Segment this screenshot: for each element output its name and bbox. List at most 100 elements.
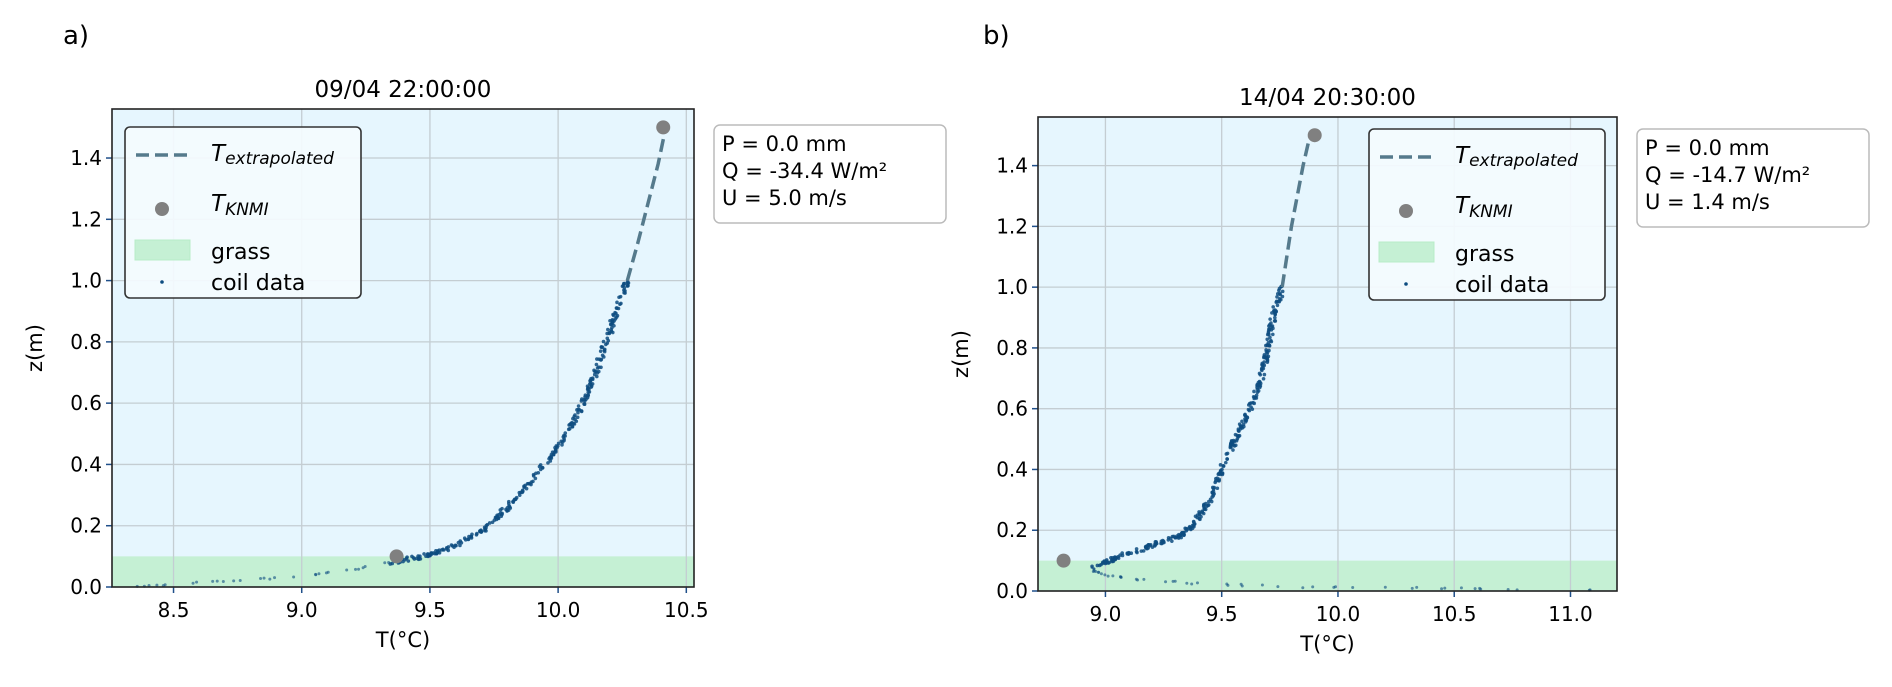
- coil-data-point: [559, 439, 564, 444]
- info-box: P = 0.0 mm Q = -34.4 W/m² U = 5.0 m/s: [713, 124, 947, 224]
- y-tick-label: 0.0: [996, 579, 1028, 603]
- coil-data-point: [1269, 328, 1274, 332]
- coil-data-point: [512, 498, 516, 502]
- coil-data-point: [474, 532, 479, 537]
- panel-b: b) 14/04 20:30:00 9.0 9.5 10.0 10.5 11.0 0.0 0.2…: [949, 21, 1870, 656]
- coil-data-point: [445, 547, 449, 551]
- coil-data-point: [1262, 355, 1266, 360]
- x-tick-label: 10.0: [536, 598, 581, 622]
- plot-frame: [111, 108, 695, 588]
- legend-grass-swatch: [1378, 241, 1435, 263]
- coil-data-point: [416, 554, 420, 558]
- coil-data-point: [450, 544, 455, 548]
- coil-data-point: [529, 480, 534, 484]
- coil-data-point: [614, 306, 619, 310]
- coil-data-point: [1141, 549, 1146, 553]
- coil-data-point: [1473, 587, 1477, 591]
- coil-data-point: [1153, 540, 1158, 544]
- x-tick-label: 10.5: [1432, 602, 1477, 626]
- coil-data-point: [1249, 401, 1253, 405]
- coil-data-point: [1170, 539, 1174, 543]
- coil-data-point: [1247, 408, 1252, 413]
- coil-data-point: [1119, 575, 1123, 579]
- coil-data-point: [600, 353, 605, 358]
- coil-data-point: [1268, 317, 1272, 321]
- y-axis-label: z(m): [23, 324, 47, 372]
- coil-data-point: [484, 525, 488, 530]
- coil-data-point: [576, 410, 580, 415]
- coil-data-point: [534, 471, 538, 476]
- legend-grass: grass: [211, 240, 270, 265]
- coil-data-point: [1103, 573, 1107, 577]
- y-tick-label: 1.2: [996, 214, 1028, 238]
- coil-data-point: [596, 369, 601, 374]
- coil-data-point: [1190, 582, 1194, 586]
- legend-extrapolated-sub: extrapolated: [1469, 151, 1578, 171]
- coil-data-point: [1276, 299, 1281, 304]
- coil-data-point: [1262, 372, 1267, 377]
- coil-data-point: [490, 520, 495, 525]
- legend-coil: coil data: [1455, 273, 1549, 298]
- coil-data-point: [498, 508, 503, 512]
- coil-data-point: [1415, 585, 1419, 589]
- x-axis-label: T(°C): [375, 628, 430, 652]
- coil-data-point: [538, 463, 543, 467]
- coil-data-point: [1266, 330, 1271, 335]
- coil-data-point: [1240, 419, 1244, 424]
- coil-data-point: [1106, 561, 1111, 565]
- y-tick-label: 0.6: [70, 391, 102, 415]
- coil-data-point: [462, 536, 467, 541]
- coil-data-point: [594, 362, 599, 367]
- coil-data-point: [1224, 452, 1229, 456]
- coil-data-point: [1177, 534, 1182, 538]
- coil-data-point: [586, 390, 591, 394]
- legend-grass-swatch: [134, 239, 191, 261]
- coil-data-point: [1148, 542, 1153, 547]
- coil-data-point: [1265, 352, 1269, 356]
- coil-data-point: [232, 579, 236, 583]
- y-tick-label: 0.0: [70, 575, 102, 599]
- info-box-frame: [1636, 128, 1870, 228]
- coil-data-point: [383, 561, 387, 565]
- coil-data-point: [615, 300, 619, 305]
- coil-data-point: [1255, 390, 1260, 394]
- coil-data-point: [582, 402, 586, 406]
- coil-data-point: [429, 552, 434, 556]
- coil-data-point: [579, 399, 584, 403]
- coil-data-point: [1264, 343, 1268, 348]
- coil-data-point: [1218, 463, 1223, 467]
- coil-data-point: [618, 302, 622, 307]
- coil-data-point: [1257, 371, 1262, 376]
- coil-data-point: [520, 488, 525, 493]
- y-tick-label: 1.0: [70, 269, 102, 293]
- coil-data-point: [1236, 435, 1240, 439]
- coil-data-point: [215, 579, 219, 583]
- coil-data-point: [1187, 524, 1192, 529]
- coil-data-point: [1094, 570, 1098, 574]
- y-tick-label: 1.4: [996, 154, 1028, 178]
- coil-data-point: [614, 311, 618, 316]
- coil-data-point: [1199, 514, 1203, 519]
- coil-data-point: [1271, 305, 1275, 309]
- coil-data-point: [562, 433, 566, 438]
- coil-data-point: [1443, 586, 1447, 590]
- coil-data-point: [1265, 356, 1270, 360]
- coil-data-point: [599, 358, 603, 362]
- coil-data-point: [1459, 586, 1463, 590]
- coil-data-point: [601, 339, 606, 344]
- coil-data-point: [613, 317, 618, 321]
- coil-data-point: [1197, 510, 1201, 514]
- coil-data-point: [560, 443, 564, 447]
- coil-data-point: [1268, 335, 1272, 340]
- coil-data-point: [1233, 443, 1238, 448]
- coil-data-point: [478, 529, 483, 534]
- knmi-point: [656, 120, 671, 135]
- coil-data-point: [1301, 586, 1305, 590]
- coil-data-point: [575, 415, 580, 420]
- coil-data-point: [590, 376, 595, 381]
- coil-data-point: [1271, 332, 1275, 337]
- legend-extrapolated: Textrapolated: [1455, 143, 1578, 171]
- coil-data-point: [610, 325, 614, 330]
- coil-data-point: [1090, 564, 1094, 569]
- y-tick-label: 0.6: [996, 397, 1028, 421]
